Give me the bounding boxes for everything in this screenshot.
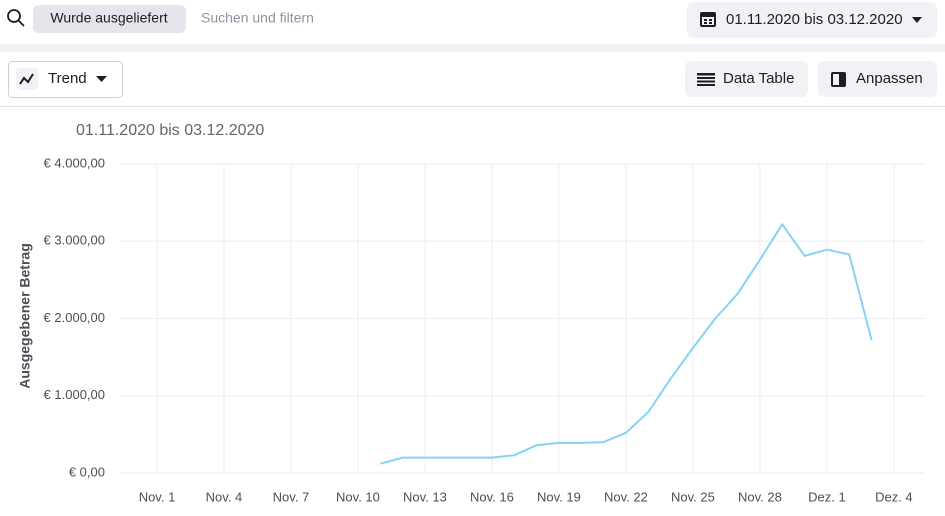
x-tick-label: Nov. 22 [604, 489, 648, 504]
dropdown-arrow [912, 17, 922, 23]
x-tick-label: Nov. 7 [273, 489, 310, 504]
y-tick-label: € 2.000,00 [44, 310, 105, 325]
x-tick-label: Nov. 28 [738, 489, 782, 504]
x-tick-label: Nov. 13 [403, 489, 447, 504]
trend-icon-bg [16, 68, 38, 90]
data-table-button[interactable] [685, 61, 808, 97]
x-tick-label: Nov. 25 [671, 489, 715, 504]
view-select-label: Trend [48, 70, 87, 87]
y-tick-label: € 3.000,00 [44, 233, 105, 248]
trend-icon [19, 73, 34, 85]
filter-chip[interactable] [33, 5, 186, 33]
trend-line [380, 223, 873, 465]
search-input[interactable]: Suchen und filtern [201, 10, 314, 26]
x-tick-label: Nov. 10 [336, 489, 380, 504]
x-tick-label: Nov. 16 [470, 489, 514, 504]
chart-subtitle: 01.11.2020 bis 03.12.2020 [76, 122, 264, 139]
filter-chip-label: Wurde ausgeliefert [50, 10, 167, 26]
customize-label: Anpassen [856, 70, 923, 87]
y-axis-label: Ausgegebener Betrag [17, 243, 33, 388]
search-icon[interactable] [7, 9, 25, 27]
x-tick-label: Nov. 4 [206, 489, 243, 504]
customize-icon [831, 72, 846, 87]
table-icon [697, 73, 715, 86]
x-tick-label: Nov. 1 [139, 489, 176, 504]
x-tick-label: Nov. 19 [537, 489, 581, 504]
data-table-label: Data Table [723, 70, 794, 87]
y-tick-label: € 0,00 [69, 464, 105, 479]
date-range: 01.11.2020 bis 03.12.2020 [726, 11, 903, 28]
separator [0, 44, 945, 52]
y-tick-label: € 4.000,00 [44, 155, 105, 170]
x-tick-label: Dez. 4 [875, 489, 913, 504]
y-tick-label: € 1.000,00 [44, 387, 105, 402]
calendar-icon [700, 12, 716, 27]
date-button[interactable] [687, 2, 937, 38]
dropdown-arrow [96, 76, 107, 82]
x-tick-label: Dez. 1 [808, 489, 846, 504]
customize-button[interactable] [818, 61, 937, 97]
